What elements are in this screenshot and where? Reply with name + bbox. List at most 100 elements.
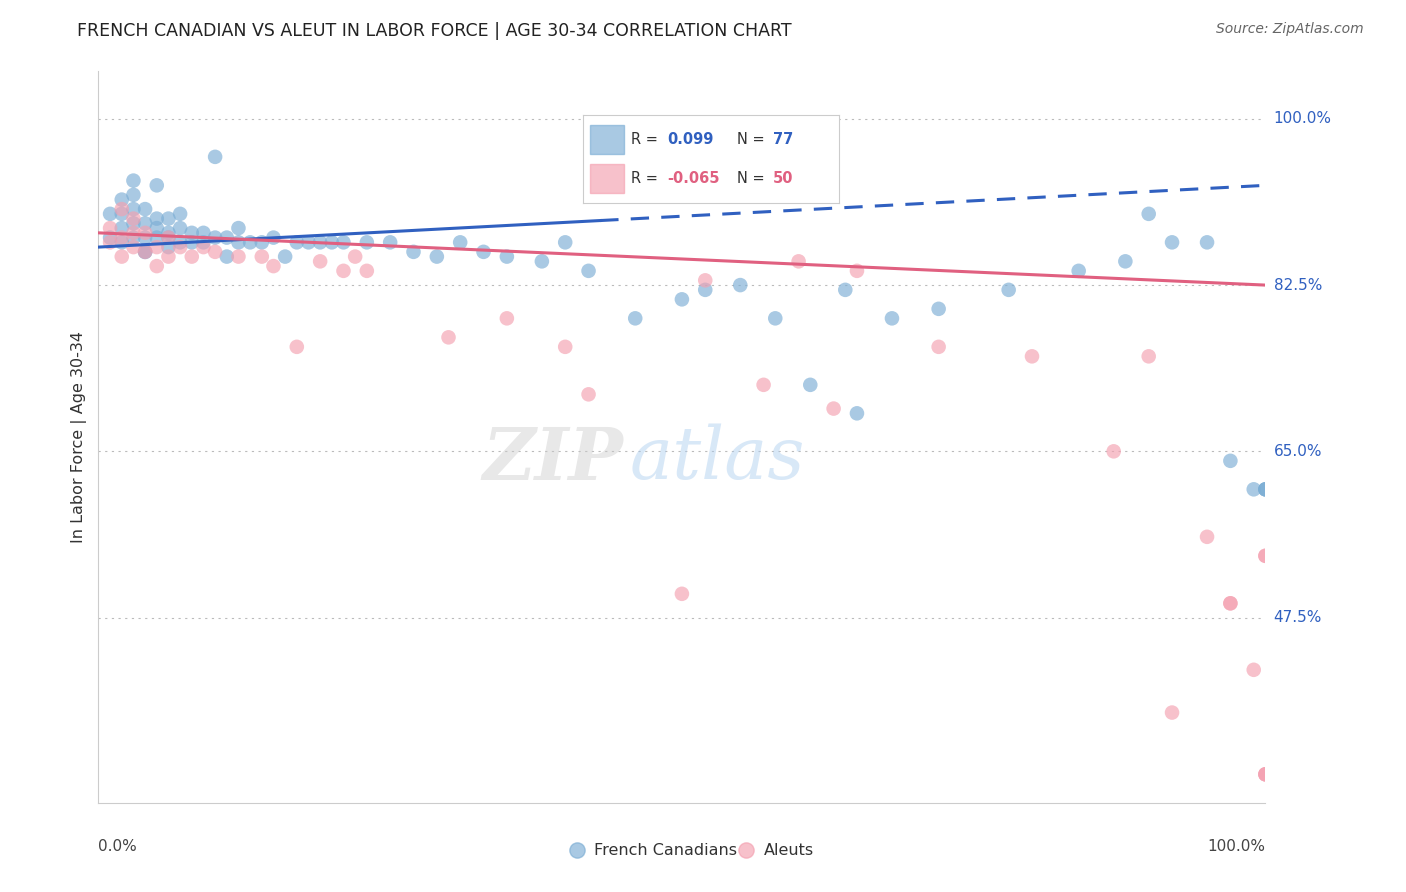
- Point: [146, 178, 169, 193]
- Text: atlas: atlas: [630, 424, 804, 494]
- Point: [111, 250, 134, 264]
- Point: [1114, 254, 1136, 268]
- Point: [380, 235, 402, 250]
- Text: FRENCH CANADIAN VS ALEUT IN LABOR FORCE | AGE 30-34 CORRELATION CHART: FRENCH CANADIAN VS ALEUT IN LABOR FORCE …: [77, 22, 792, 40]
- Point: [671, 293, 693, 307]
- Point: [193, 235, 215, 250]
- Point: [193, 226, 215, 240]
- Point: [1254, 549, 1277, 563]
- Text: 100.0%: 100.0%: [1208, 839, 1265, 855]
- Point: [169, 221, 191, 235]
- Point: [215, 250, 238, 264]
- Point: [134, 226, 156, 240]
- Point: [1137, 207, 1160, 221]
- Point: [309, 254, 332, 268]
- Point: [437, 330, 460, 344]
- Point: [309, 235, 332, 250]
- Point: [763, 311, 786, 326]
- Point: [180, 250, 202, 264]
- Point: [1161, 706, 1184, 720]
- Point: [122, 216, 145, 230]
- Point: [356, 235, 378, 250]
- Point: [122, 173, 145, 187]
- Point: [578, 264, 600, 278]
- Point: [752, 377, 775, 392]
- Point: [823, 401, 845, 416]
- Text: Aleuts: Aleuts: [763, 843, 814, 858]
- Point: [344, 250, 367, 264]
- Text: 65.0%: 65.0%: [1274, 444, 1322, 458]
- Point: [1137, 349, 1160, 363]
- Point: [98, 230, 121, 244]
- Point: [250, 235, 273, 250]
- Point: [111, 202, 134, 216]
- Point: [1254, 767, 1277, 781]
- Point: [285, 340, 308, 354]
- Point: [111, 235, 134, 250]
- Point: [122, 226, 145, 240]
- Point: [169, 207, 191, 221]
- Point: [98, 235, 121, 250]
- Point: [578, 387, 600, 401]
- Text: 100.0%: 100.0%: [1274, 112, 1331, 127]
- Point: [111, 221, 134, 235]
- Point: [250, 250, 273, 264]
- Point: [157, 250, 180, 264]
- Point: [1021, 349, 1043, 363]
- Point: [834, 283, 856, 297]
- Point: [146, 211, 169, 226]
- Point: [799, 377, 821, 392]
- Point: [111, 230, 134, 244]
- Point: [204, 150, 226, 164]
- Point: [449, 235, 471, 250]
- Point: [111, 207, 134, 221]
- Point: [157, 240, 180, 254]
- Text: 82.5%: 82.5%: [1274, 277, 1322, 293]
- Point: [122, 187, 145, 202]
- Point: [1219, 596, 1241, 610]
- Point: [624, 311, 647, 326]
- Point: [262, 230, 284, 244]
- Point: [193, 240, 215, 254]
- Point: [157, 230, 180, 244]
- Point: [169, 235, 191, 250]
- Point: [1254, 483, 1277, 497]
- Point: [496, 250, 519, 264]
- Point: [402, 244, 425, 259]
- Point: [695, 273, 717, 287]
- Point: [671, 587, 693, 601]
- Point: [1219, 454, 1241, 468]
- Point: [146, 240, 169, 254]
- Point: [134, 244, 156, 259]
- Point: [134, 230, 156, 244]
- Point: [157, 226, 180, 240]
- Point: [204, 244, 226, 259]
- Point: [846, 264, 869, 278]
- Y-axis label: In Labor Force | Age 30-34: In Labor Force | Age 30-34: [72, 331, 87, 543]
- Point: [169, 240, 191, 254]
- Point: [274, 250, 297, 264]
- Point: [356, 264, 378, 278]
- Point: [146, 259, 169, 273]
- Point: [1243, 663, 1265, 677]
- Point: [1195, 235, 1218, 250]
- Point: [332, 235, 354, 250]
- Point: [228, 235, 250, 250]
- Point: [204, 230, 226, 244]
- Text: French Canadians: French Canadians: [595, 843, 737, 858]
- Point: [530, 254, 553, 268]
- Point: [332, 264, 354, 278]
- Point: [134, 244, 156, 259]
- Point: [1219, 596, 1241, 610]
- Text: 0.0%: 0.0%: [98, 839, 138, 855]
- Point: [1254, 549, 1277, 563]
- Point: [496, 311, 519, 326]
- Point: [134, 244, 156, 259]
- Point: [1254, 767, 1277, 781]
- Point: [228, 250, 250, 264]
- Point: [928, 340, 950, 354]
- Point: [1102, 444, 1125, 458]
- Point: [997, 283, 1019, 297]
- Point: [157, 211, 180, 226]
- Point: [554, 340, 576, 354]
